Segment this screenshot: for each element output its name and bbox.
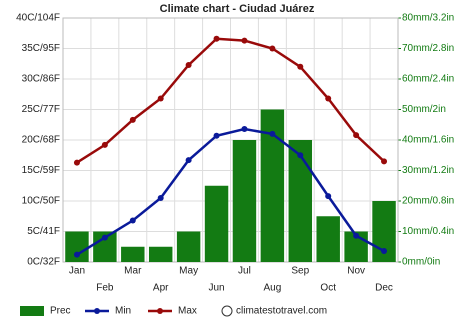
- y-tick-label: 10C/50F: [22, 196, 60, 207]
- x-tick-label: Nov: [347, 266, 365, 277]
- x-tick-label: Sep: [291, 266, 309, 277]
- point: [129, 217, 136, 224]
- point: [269, 45, 276, 52]
- x-tick-label: May: [179, 266, 198, 277]
- point: [241, 37, 248, 44]
- y-tick-label: 20C/68F: [22, 135, 60, 146]
- bar: [260, 109, 285, 262]
- point: [353, 132, 360, 139]
- x-tick-label: Jul: [238, 266, 251, 277]
- y-tick-label: 0C/32F: [27, 257, 60, 268]
- point: [213, 132, 220, 139]
- point: [325, 95, 332, 102]
- y-tick-label: 30C/86F: [22, 74, 60, 85]
- x-tick-label: Dec: [375, 283, 393, 294]
- point: [101, 141, 108, 148]
- point: [185, 157, 192, 164]
- point: [185, 61, 192, 68]
- y2-tick-label: 50mm/2in: [402, 104, 446, 115]
- line: [76, 37, 385, 164]
- x-tick-label: Oct: [320, 283, 336, 294]
- bar: [93, 231, 117, 262]
- x-tick-label: Mar: [124, 266, 142, 277]
- point: [269, 130, 276, 137]
- line: [76, 127, 385, 256]
- point: [325, 193, 332, 200]
- y2-tick-label: 40mm/1.6in: [402, 135, 454, 146]
- legend-swatch: [20, 306, 44, 316]
- bar: [316, 216, 340, 262]
- y-tick-label: 15C/59F: [22, 165, 60, 176]
- legend-label: Prec: [50, 306, 71, 317]
- bar: [148, 246, 173, 262]
- y2-tick-label: 0mm/0in: [402, 257, 440, 268]
- y2-tick-label: 30mm/1.2in: [402, 165, 454, 176]
- point: [101, 234, 108, 241]
- credit: climatestotravel.com: [221, 305, 327, 317]
- y-tick-label: 5C/41F: [27, 226, 60, 237]
- point: [353, 232, 360, 239]
- legend-marker: [94, 308, 100, 314]
- y-tick-label: 25C/77F: [22, 104, 60, 115]
- point: [129, 116, 136, 123]
- point: [297, 63, 304, 70]
- point: [157, 95, 164, 102]
- legend-marker: [157, 308, 163, 314]
- plot-frame: [62, 17, 399, 263]
- bar: [176, 231, 201, 262]
- y-tick-label: 35C/95F: [22, 43, 60, 54]
- bar: [204, 185, 229, 262]
- x-tick-label: Jun: [208, 283, 224, 294]
- point: [213, 35, 220, 42]
- y2-tick-label: 70mm/2.8in: [402, 43, 454, 54]
- y2-tick-label: 60mm/2.4in: [402, 74, 454, 85]
- credit-icon: [221, 305, 233, 317]
- y2-tick-label: 10mm/0.4in: [402, 226, 454, 237]
- bar: [121, 246, 145, 262]
- bar: [232, 140, 257, 262]
- point: [381, 248, 388, 255]
- chart-title: Climate chart - Ciudad Juárez: [160, 3, 315, 15]
- point: [73, 251, 80, 258]
- bar: [288, 140, 313, 262]
- y-tick-label: 40C/104F: [16, 13, 60, 24]
- y2-tick-label: 80mm/3.2in: [402, 13, 454, 24]
- legend-label: Min: [115, 306, 131, 317]
- point: [73, 159, 80, 166]
- point: [297, 152, 304, 159]
- credit-text: climatestotravel.com: [236, 306, 327, 317]
- bar: [65, 231, 89, 262]
- x-tick-label: Jan: [69, 266, 85, 277]
- point: [241, 126, 248, 133]
- point: [381, 158, 388, 165]
- x-tick-label: Feb: [96, 283, 114, 294]
- x-tick-label: Apr: [153, 283, 169, 294]
- x-tick-label: Aug: [263, 283, 281, 294]
- y2-tick-label: 20mm/0.8in: [402, 196, 454, 207]
- legend-label: Max: [178, 306, 197, 317]
- point: [157, 194, 164, 201]
